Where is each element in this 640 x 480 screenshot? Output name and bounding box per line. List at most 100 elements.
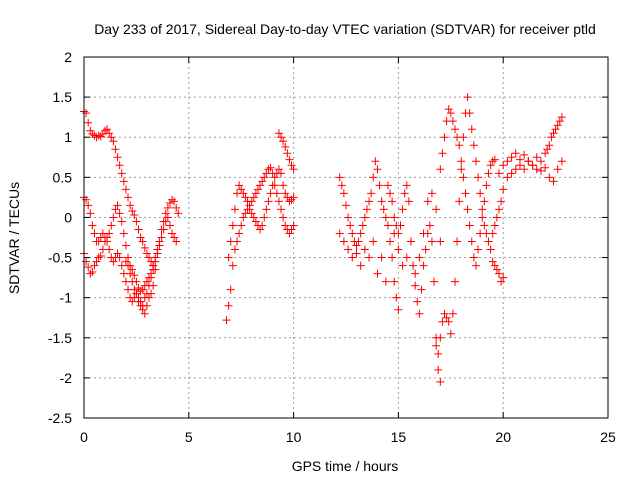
data-point [488, 229, 497, 238]
data-point [98, 130, 107, 139]
data-point [394, 305, 403, 314]
data-point [138, 285, 147, 294]
data-point [134, 284, 143, 293]
data-point [356, 229, 365, 238]
data-point [168, 195, 177, 204]
data-point [126, 269, 135, 278]
data-point [390, 213, 399, 222]
data-point [285, 197, 294, 206]
data-point [532, 153, 541, 162]
data-point [274, 165, 283, 174]
data-point [113, 153, 122, 162]
data-point [243, 197, 252, 206]
data-point [511, 165, 520, 174]
data-point [279, 181, 288, 190]
data-point [448, 117, 457, 126]
data-point [388, 253, 397, 262]
series-12 [488, 113, 566, 238]
data-point [545, 173, 554, 182]
data-point [536, 166, 545, 175]
data-point [140, 243, 149, 252]
data-point [474, 173, 483, 182]
data-point [128, 265, 137, 274]
data-point [277, 133, 286, 142]
data-point [174, 209, 183, 218]
data-point [471, 157, 480, 166]
data-point [258, 221, 267, 230]
data-point [497, 277, 506, 286]
data-point [168, 229, 177, 238]
data-point [367, 189, 376, 198]
data-point [490, 155, 499, 164]
data-point [457, 165, 466, 174]
data-point [344, 245, 353, 254]
data-point [499, 161, 508, 170]
series-5 [224, 165, 298, 262]
data-point [446, 329, 455, 338]
data-point [113, 249, 122, 258]
data-point [373, 165, 382, 174]
series-8 [335, 189, 445, 286]
data-point [172, 237, 181, 246]
data-point [239, 213, 248, 222]
data-point [499, 273, 508, 282]
data-point [249, 193, 258, 202]
data-point [406, 237, 415, 246]
data-point [551, 125, 560, 134]
data-point [228, 221, 237, 230]
data-point [226, 285, 235, 294]
data-point [88, 267, 97, 276]
data-point [488, 257, 497, 266]
data-point [490, 261, 499, 270]
y-tick-label: 0.5 [53, 169, 73, 185]
data-point [515, 155, 524, 164]
data-point [360, 213, 369, 222]
data-point [170, 233, 179, 242]
data-point [465, 109, 474, 118]
data-point [503, 173, 512, 182]
y-tick-label: 1.5 [53, 89, 73, 105]
data-point [381, 277, 390, 286]
data-point [126, 201, 135, 210]
data-point [469, 141, 478, 150]
data-point [113, 201, 122, 210]
data-point [107, 133, 116, 142]
data-point [115, 161, 124, 170]
data-point [253, 185, 262, 194]
data-point [448, 309, 457, 318]
data-point [161, 209, 170, 218]
data-point [237, 221, 246, 230]
data-point [386, 237, 395, 246]
data-point [532, 165, 541, 174]
data-point [90, 229, 99, 238]
data-point [289, 193, 298, 202]
data-point [390, 277, 399, 286]
data-point [417, 285, 426, 294]
data-point [105, 229, 114, 238]
data-point [144, 281, 153, 290]
data-point [237, 185, 246, 194]
y-tick-label: 1 [64, 129, 72, 145]
data-point [339, 237, 348, 246]
data-point [277, 205, 286, 214]
data-point [348, 253, 357, 262]
data-point [342, 201, 350, 210]
data-point [124, 253, 133, 262]
data-point [358, 221, 367, 230]
data-point [495, 205, 504, 214]
data-point [86, 269, 95, 278]
data-point [459, 173, 468, 182]
data-point [492, 213, 501, 222]
data-point [549, 177, 558, 186]
data-point [453, 237, 462, 246]
data-point [115, 209, 124, 218]
data-point [224, 301, 233, 310]
data-point [474, 245, 483, 254]
x-axis-label: GPS time / hours [292, 458, 399, 474]
series-7 [335, 157, 403, 314]
data-point [396, 221, 405, 230]
data-point [92, 133, 101, 142]
data-point [165, 221, 174, 230]
data-point [471, 261, 480, 270]
